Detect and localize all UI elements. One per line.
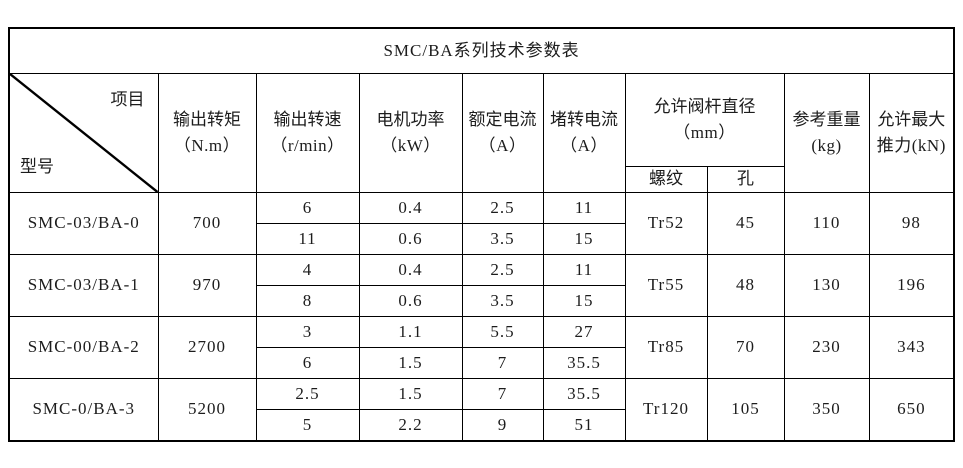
- header-ref-weight-unit: (kg): [811, 135, 842, 155]
- thread-cell: Tr55: [624, 254, 708, 317]
- model-cell: SMC-0/BA-3: [8, 378, 159, 442]
- model-cell: SMC-03/BA-1: [8, 254, 159, 317]
- header-hole: 孔: [706, 166, 785, 193]
- header-output-speed-label: 输出转速: [273, 109, 342, 129]
- speed-cell: 8: [255, 285, 360, 317]
- hole-cell: 45: [706, 192, 785, 255]
- thread-cell: Tr120: [624, 378, 708, 442]
- model-cell: SMC-03/BA-0: [8, 192, 159, 255]
- stall-current-cell: 35.5: [542, 378, 626, 410]
- stall-current-cell: 15: [542, 285, 626, 317]
- speed-cell: 6: [255, 192, 360, 224]
- speed-cell: 11: [255, 223, 360, 255]
- header-ref-weight-label: 参考重量: [792, 109, 861, 129]
- header-stall-current-unit: （A）: [560, 135, 608, 155]
- diagonal-line: [10, 74, 157, 192]
- header-rated-current-label: 额定电流: [468, 109, 537, 129]
- power-cell: 0.6: [358, 285, 463, 317]
- model-cell: SMC-00/BA-2: [8, 316, 159, 379]
- speed-cell: 2.5: [255, 378, 360, 410]
- table-row: SMC-03/BA-1 970 4 0.4 2.5 11 Tr55 48 130…: [8, 254, 955, 317]
- rated-current-cell: 5.5: [461, 316, 544, 348]
- torque-cell: 970: [157, 254, 257, 317]
- table-title: SMC/BA系列技术参数表: [8, 27, 955, 74]
- thread-cell: Tr52: [624, 192, 708, 255]
- header-rated-current: 额定电流 （A）: [461, 73, 544, 193]
- rated-current-cell: 7: [461, 347, 544, 379]
- header-output-speed: 输出转速 （r/min）: [255, 73, 360, 193]
- header-stem-diameter: 允许阀杆直径 （mm）: [624, 73, 785, 167]
- speed-cell: 3: [255, 316, 360, 348]
- speed-cell: 4: [255, 254, 360, 286]
- thrust-cell: 196: [868, 254, 955, 317]
- spec-table: SMC/BA系列技术参数表 项目 型号 输出转矩 （N.m） 输出转速 （r/m…: [8, 27, 956, 442]
- rated-current-cell: 3.5: [461, 285, 544, 317]
- header-row-main: 项目 型号 输出转矩 （N.m） 输出转速 （r/min） 电机功率 （kW） …: [8, 73, 955, 193]
- power-cell: 0.4: [358, 192, 463, 224]
- power-cell: 0.6: [358, 223, 463, 255]
- power-cell: 1.1: [358, 316, 463, 348]
- header-output-torque: 输出转矩 （N.m）: [157, 73, 257, 193]
- power-cell: 0.4: [358, 254, 463, 286]
- corner-header-cell: 项目 型号: [8, 73, 159, 193]
- table-row: 6 1.5 7 35.5: [9, 347, 954, 379]
- power-cell: 2.2: [358, 409, 463, 442]
- rated-current-cell: 7: [461, 378, 544, 410]
- stall-current-cell: 27: [542, 316, 626, 348]
- header-motor-power-unit: （kW）: [380, 135, 441, 155]
- header-output-torque-label: 输出转矩: [173, 109, 241, 129]
- header-row-sub: 螺纹 孔: [9, 166, 954, 193]
- corner-label-model: 型号: [20, 157, 54, 177]
- thrust-cell: 650: [868, 378, 955, 442]
- header-stall-current-label: 堵转电流: [550, 109, 618, 129]
- stall-current-cell: 15: [542, 223, 626, 255]
- table-row: 5 2.2 9 51: [9, 409, 954, 442]
- header-motor-power-label: 电机功率: [376, 109, 445, 129]
- rated-current-cell: 9: [461, 409, 544, 442]
- table-row: SMC-0/BA-3 5200 2.5 1.5 7 35.5 Tr120 105…: [8, 378, 955, 442]
- stall-current-cell: 11: [542, 192, 626, 224]
- torque-cell: 700: [157, 192, 257, 255]
- thrust-cell: 343: [868, 316, 955, 379]
- hole-cell: 48: [706, 254, 785, 317]
- weight-cell: 350: [783, 378, 870, 442]
- table-row: SMC-00/BA-2 2700 3 1.1 5.5 27 Tr85 70 23…: [8, 316, 955, 379]
- header-max-thrust-line1: 允许最大: [877, 109, 946, 129]
- table-row: SMC-03/BA-0 700 6 0.4 2.5 11 Tr52 45 110…: [8, 192, 955, 255]
- rated-current-cell: 2.5: [461, 192, 544, 224]
- thread-cell: Tr85: [624, 316, 708, 379]
- header-motor-power: 电机功率 （kW）: [358, 73, 463, 193]
- header-output-speed-unit: （r/min）: [270, 135, 345, 155]
- header-ref-weight: 参考重量 (kg): [783, 73, 870, 193]
- thrust-cell: 98: [868, 192, 955, 255]
- speed-cell: 5: [255, 409, 360, 442]
- corner-label-item: 项目: [110, 90, 145, 109]
- stall-current-cell: 35.5: [542, 347, 626, 379]
- weight-cell: 230: [783, 316, 870, 379]
- header-stem-diameter-unit: （mm）: [673, 122, 736, 142]
- weight-cell: 110: [783, 192, 870, 255]
- stall-current-cell: 51: [542, 409, 626, 442]
- stall-current-cell: 11: [542, 254, 626, 286]
- speed-cell: 6: [255, 347, 360, 379]
- torque-cell: 2700: [157, 316, 257, 379]
- hole-cell: 70: [706, 316, 785, 379]
- header-stem-diameter-label: 允许阀杆直径: [653, 96, 756, 116]
- power-cell: 1.5: [358, 347, 463, 379]
- rated-current-cell: 2.5: [461, 254, 544, 286]
- header-max-thrust-line2: 推力(kN): [876, 135, 946, 155]
- header-stall-current: 堵转电流 （A）: [542, 73, 626, 193]
- header-rated-current-unit: （A）: [478, 135, 527, 155]
- title-row: SMC/BA系列技术参数表: [8, 27, 955, 74]
- weight-cell: 130: [783, 254, 870, 317]
- torque-cell: 5200: [157, 378, 257, 442]
- header-thread: 螺纹: [624, 166, 708, 193]
- hole-cell: 105: [706, 378, 785, 442]
- power-cell: 1.5: [358, 378, 463, 410]
- rated-current-cell: 3.5: [461, 223, 544, 255]
- header-max-thrust: 允许最大 推力(kN): [868, 73, 955, 193]
- header-output-torque-unit: （N.m）: [173, 135, 241, 155]
